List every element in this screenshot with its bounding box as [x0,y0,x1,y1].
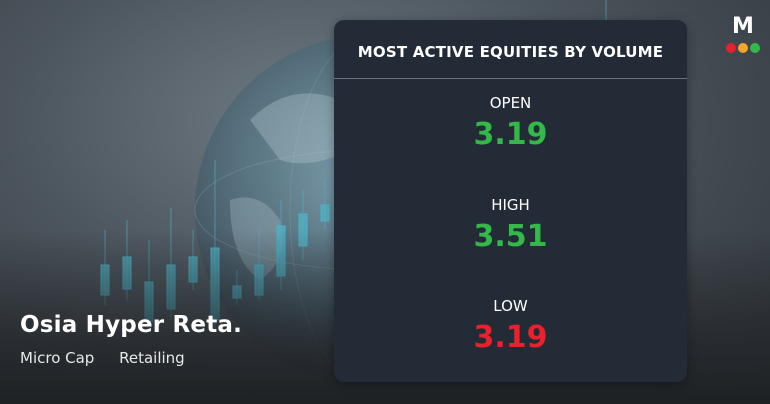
brand-logo-letter: M [732,14,754,39]
company-name: Osia Hyper Reta. [20,312,243,338]
stat-open-value: 3.19 [473,117,548,152]
stat-high-value: 3.51 [473,219,548,254]
brand-logo-icon: M [724,14,762,54]
stat-low: LOW 3.19 [334,297,687,355]
card-title: MOST ACTIVE EQUITIES BY VOLUME [334,20,687,79]
stat-open-label: OPEN [489,94,532,112]
stat-low-value: 3.19 [473,320,548,355]
stat-low-label: LOW [493,297,528,315]
company-tags: Micro Cap Retailing [20,349,185,367]
market-cap-tag: Micro Cap [20,349,95,367]
stat-high-label: HIGH [491,196,530,214]
logo-dot-orange [738,43,748,53]
stat-high: HIGH 3.51 [334,196,687,254]
stat-open: OPEN 3.19 [334,94,687,152]
stats-card: MOST ACTIVE EQUITIES BY VOLUME OPEN 3.19… [334,20,687,382]
logo-dot-red [726,43,736,53]
sector-tag: Retailing [119,349,185,367]
logo-dot-green [750,43,760,53]
